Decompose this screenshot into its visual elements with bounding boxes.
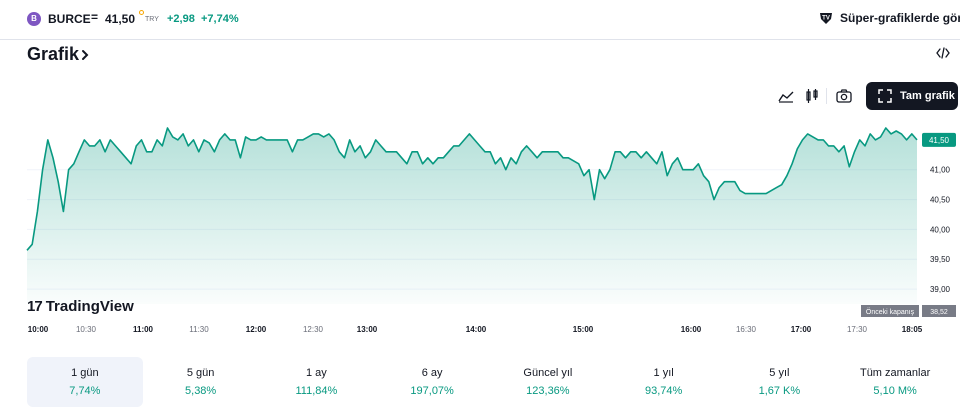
period-change: 111,84% [295,385,338,397]
period-label: Güncel yıl [523,367,573,379]
market-status-icon [139,10,144,15]
y-tick-label: 39,00 [930,285,951,294]
prev-close-label-box [861,305,919,317]
period-label: 5 yıl [769,367,790,379]
x-tick-label: 14:00 [466,325,487,334]
tradingview-watermark-text: TradingView [45,298,134,315]
x-tick-label: 12:30 [303,325,324,334]
x-tick-label: 13:00 [357,325,378,334]
symbol-name[interactable]: BURCE [48,12,91,26]
x-tick-label: 11:30 [189,325,209,334]
period-change: 5,38% [185,385,217,397]
x-tick-label: 18:05 [902,325,923,334]
x-tick-label: 17:30 [847,325,868,334]
svg-text:TV: TV [822,16,830,22]
period-change: 7,74% [69,385,101,397]
x-tick-label: 12:00 [246,325,267,334]
period-label: 5 gün [186,367,215,379]
period-label: 1 gün [71,367,99,379]
tradingview-watermark: 17 TradingView [27,298,134,315]
x-tick-label: 11:00 [133,325,154,334]
period-tabs: 1 gün 7,74% 5 gün 5,38% 1 ay 111,84% 6 ay 197,0… [27,357,953,407]
last-price-tag-label: 41,50 [929,136,950,145]
period-tab[interactable]: Tüm zamanlar 5,10 M% [837,357,953,407]
period-tab[interactable]: 5 yıl 1,67 K% [722,357,838,407]
period-change: 93,74% [644,385,683,397]
period-tab[interactable]: 1 ay 111,84% [259,357,375,407]
period-change: 5,10 M% [873,385,917,397]
period-tab[interactable]: Güncel yıl 123,36% [490,357,606,407]
ticker-separator: = [91,10,99,24]
full-chart-label: Tam grafik [900,90,955,102]
chevron-right-icon[interactable] [80,47,90,63]
candles-chart-button[interactable] [800,84,824,108]
x-tick-label: 10:30 [76,325,97,334]
super-charts-label: Süper-grafiklerde görün [840,11,960,25]
area-chart-button[interactable] [774,84,798,108]
price-area-fill [27,128,917,304]
y-tick-label: 40,50 [930,196,951,205]
prev-close-value-box [922,305,956,317]
snapshot-button[interactable] [832,84,856,108]
price-change: +2,98 [167,13,195,25]
section-title[interactable]: Grafik [27,44,80,64]
supercharts-icon: TV [820,13,832,24]
y-tick-label: 39,50 [930,255,951,264]
period-label: 6 ay [421,367,443,379]
y-tick-label: 41,00 [930,166,951,175]
currency-code: TRY [145,16,159,23]
prev-close-label: Önceki kapanış [866,308,915,316]
candles-icon [806,89,818,103]
area-chart-icon [778,91,794,103]
prev-close-value: 38,52 [930,309,948,316]
fullscreen-icon [878,89,892,103]
period-label: Tüm zamanlar [859,367,931,379]
period-change: 1,67 K% [758,385,801,397]
period-change: 197,07% [410,385,454,397]
x-tick-label: 16:00 [681,325,702,334]
tradingview-logo-icon: 17 [27,298,43,315]
price-chart[interactable]: 41,00 40,50 40,00 39,50 39,00 10:00 10:30 11:0… [0,112,960,340]
embed-code-icon[interactable] [936,46,950,60]
period-label: 1 yıl [653,367,674,379]
period-change: 123,36% [526,385,570,397]
ticker-bar: B BURCE = 41,50 TRY +2,98 +7,74% TV Süpe… [0,0,960,40]
price-change-percent: +7,74% [201,13,239,25]
price-line [26,127,918,251]
y-tick-label: 40,00 [930,225,951,234]
x-tick-label: 10:00 [28,325,49,334]
full-chart-button[interactable]: Tam grafik [866,82,958,110]
last-price: 41,50 [105,12,136,26]
period-tab[interactable]: 5 gün 5,38% [143,357,259,407]
super-charts-link[interactable]: TV Süper-grafiklerde görün [818,10,960,26]
toolbar-divider [826,88,827,104]
x-tick-label: 16:30 [736,325,757,334]
period-tab[interactable]: 1 yıl 93,74% [606,357,722,407]
last-price-tag [922,132,956,147]
x-tick-label: 15:00 [573,325,594,334]
camera-icon [836,89,852,103]
period-tab[interactable]: 6 ay 197,07% [374,357,490,407]
period-tab[interactable]: 1 gün 7,74% [27,357,143,407]
symbol-logo-icon: B [27,12,41,26]
period-label: 1 ay [305,367,327,379]
x-tick-label: 17:00 [791,325,812,334]
